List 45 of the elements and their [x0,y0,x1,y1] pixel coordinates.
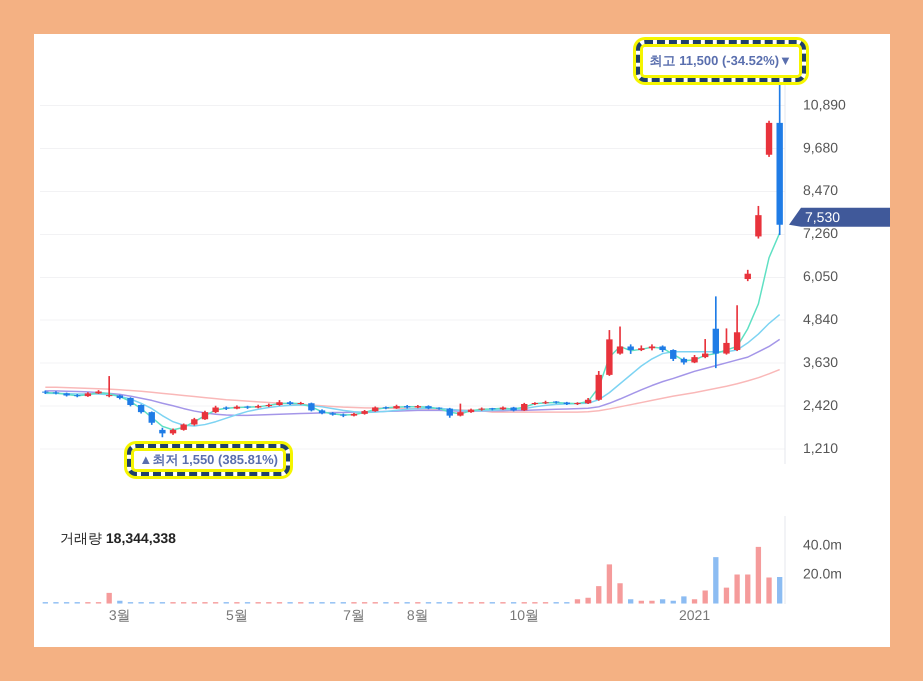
y-tick-label: 7,260 [803,225,838,242]
bar [117,600,122,604]
y-tick-label: 8,470 [803,182,838,198]
dashed-frame: 최고 11,500 (-34.52%)▼ [636,40,806,82]
y-tick-label: 20.0m [803,565,842,582]
bar [106,592,112,604]
bar [574,599,580,604]
bar [649,600,655,604]
bar [596,586,602,604]
y-tick-label: 2,420 [803,396,838,413]
bar [606,564,612,604]
y-tick-label: 4,840 [803,311,838,328]
bar [724,588,730,604]
y-tick-label: 9,680 [803,139,838,156]
annotation: 최고 11,500 (-34.52%)▼ [650,52,792,68]
bar [766,577,772,604]
x-tick-label: 7월 [343,606,365,623]
bar [745,574,750,604]
x-tick-label: 2021 [678,606,710,623]
x-tick-label: 5월 [226,606,248,623]
x-tick-label: 8월 [406,606,429,623]
bar [713,557,718,604]
bar [702,590,708,604]
y-tick-label: 1,210 [803,440,838,456]
y-tick-label: 40.0m [803,536,842,552]
annotation: 거래량 18,344,338 [60,530,176,546]
bar [777,576,782,604]
bar [617,583,623,604]
y-tick-label: 6,050 [803,268,838,284]
bar [660,599,666,604]
annotation: ▲최저 1,550 (385.81%) [139,452,278,467]
bar [681,596,687,604]
bar [692,599,698,604]
dashed-frame: ▲최저 1,550 (385.81%) [127,444,290,476]
bar [628,599,634,604]
bar [585,598,591,604]
x-tick-label: 3월 [108,606,131,623]
bar [756,546,762,604]
bar [638,600,644,604]
x-tick-label: 10월 [509,606,540,623]
y-tick-label: 10,890 [803,96,846,112]
bar [734,574,740,604]
y-tick-label: 3,630 [803,354,838,370]
text: 7,530 [805,209,840,226]
bar [670,600,676,604]
